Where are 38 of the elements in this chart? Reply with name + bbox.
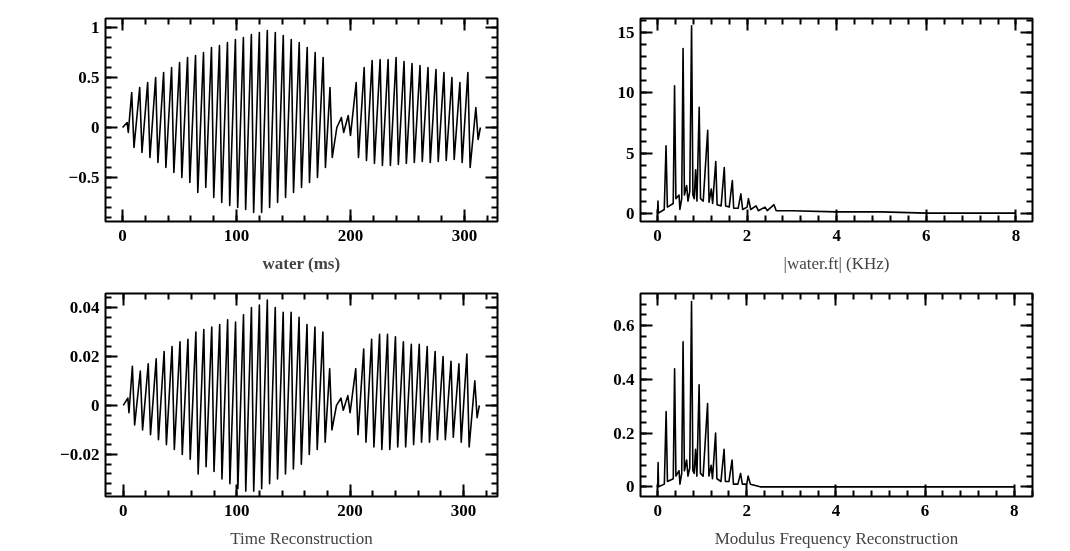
x-tick-label: 200: [337, 225, 364, 245]
x-tick-label: 0: [653, 225, 662, 245]
y-tick-label: 10: [617, 83, 635, 103]
x-tick-label: 8: [1009, 500, 1019, 520]
x-tick-label: 8: [1011, 225, 1021, 245]
y-tick-label: 0.04: [69, 297, 100, 317]
x-tick-label: 200: [337, 500, 363, 520]
x-tick-label: 6: [920, 500, 930, 520]
y-tick-label: 0.5: [78, 68, 100, 87]
y-tick-label: 5: [626, 143, 635, 163]
y-tick-label: 0: [626, 203, 635, 223]
x-tick-label: 0: [118, 225, 127, 245]
x-axis-title: Time Reconstruction: [230, 528, 374, 548]
x-tick-label: 300: [451, 225, 478, 245]
y-tick-label: 0.02: [69, 346, 100, 366]
x-tick-label: 100: [223, 500, 250, 520]
x-tick-label: 0: [653, 500, 662, 520]
y-tick-label: 0.4: [613, 369, 635, 389]
x-tick-label: 4: [831, 500, 841, 520]
y-tick-label: 0.6: [613, 316, 635, 336]
y-tick-label: −0.02: [60, 444, 100, 464]
x-tick-label: 6: [922, 225, 931, 245]
y-tick-label: 0.2: [613, 423, 635, 443]
y-tick-label: −0.5: [68, 168, 100, 187]
x-axis-title: |water.ft| (KHz): [783, 253, 890, 273]
y-tick-label: 0: [626, 477, 635, 497]
x-tick-label: 4: [832, 225, 842, 245]
y-tick-label: 15: [617, 23, 635, 43]
x-tick-label: 2: [742, 500, 752, 520]
y-tick-label: 0: [91, 395, 100, 415]
y-tick-label: 1: [91, 18, 100, 37]
x-axis-title: water (ms): [262, 253, 341, 273]
x-axis-title: Modulus Frequency Reconstruction: [714, 528, 959, 548]
y-tick-label: 0: [91, 118, 100, 137]
x-tick-label: 0: [119, 500, 128, 520]
x-tick-label: 100: [223, 225, 250, 245]
x-tick-label: 300: [450, 500, 477, 520]
x-tick-label: 2: [742, 225, 752, 245]
